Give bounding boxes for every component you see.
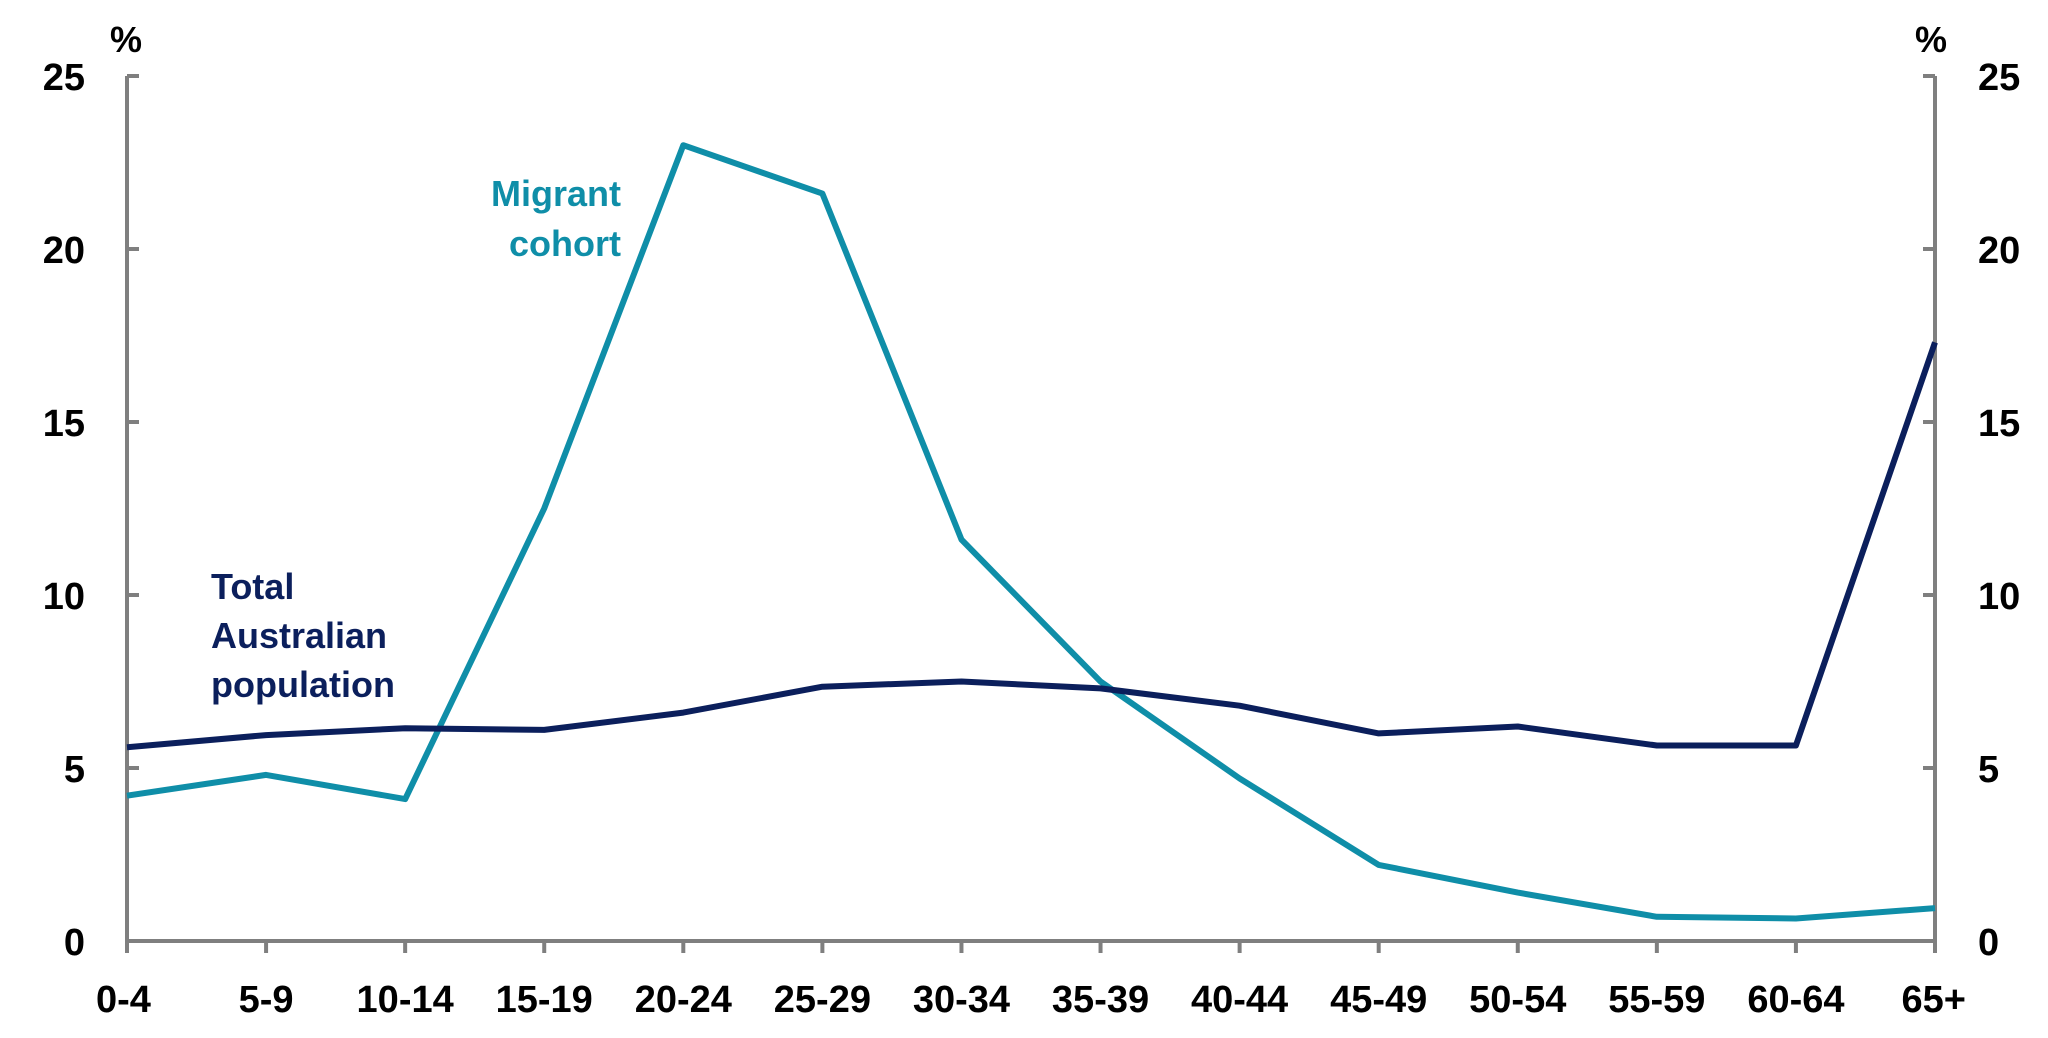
series-label-0: Migrant cohort	[491, 173, 621, 264]
x-tick-label: 10-14	[357, 979, 454, 1021]
x-tick-label: 15-19	[496, 979, 593, 1021]
x-tick-label: 45-49	[1330, 979, 1427, 1021]
left-y-tick-label: 0	[64, 922, 85, 964]
series-label-line: Migrant	[491, 173, 621, 214]
series-1-point	[1935, 342, 1936, 343]
series-0-point	[127, 795, 128, 796]
series-0-point	[1935, 908, 1936, 909]
series-1-point	[1795, 745, 1796, 746]
x-tick-label: 60-64	[1747, 979, 1844, 1021]
series-1-point	[1378, 733, 1379, 734]
series-0-point	[544, 508, 545, 509]
series-label-line: population	[211, 664, 395, 705]
series-1-point	[127, 747, 128, 748]
x-tick-label: 55-59	[1608, 979, 1705, 1021]
x-tick-label: 30-34	[913, 979, 1010, 1021]
x-tick-label: 0-4	[96, 979, 151, 1021]
left-y-unit-label: %	[110, 19, 142, 60]
axes: 0 0 5 5 10 10 15 15 20 20 25 25% % 0-4 5-9 10-14 15-19 20…	[43, 19, 2021, 1021]
series-0-point	[405, 799, 406, 800]
right-y-unit-label: %	[1915, 19, 1947, 60]
x-tick-label: 5-9	[239, 979, 294, 1021]
x-tick-label: 20-24	[635, 979, 732, 1021]
series-0-point	[266, 774, 267, 775]
series-1-point	[961, 681, 962, 682]
right-y-tick-label: 0	[1978, 922, 1999, 964]
x-tick-label: 65+	[1902, 979, 1966, 1021]
series-label-1: Total Australian population	[211, 566, 395, 705]
left-y-tick-label: 20	[43, 230, 85, 272]
left-y-tick-label: 10	[43, 576, 85, 618]
x-tick-label: 40-44	[1191, 979, 1288, 1021]
x-tick-label: 25-29	[774, 979, 871, 1021]
series-1-point	[1656, 745, 1657, 746]
series-line-1	[126, 341, 1938, 751]
series-0-point	[1795, 918, 1796, 919]
series-0-point	[683, 145, 684, 146]
x-tick-label: 50-54	[1469, 979, 1566, 1021]
right-y-tick-label: 15	[1978, 403, 2020, 445]
left-y-tick-label: 5	[64, 749, 85, 791]
left-y-tick-label: 15	[43, 403, 85, 445]
series-0-point	[961, 539, 962, 540]
series-line-0	[126, 142, 1936, 922]
series-0-point	[1656, 916, 1657, 917]
series-1-point	[405, 728, 406, 729]
right-y-tick-label: 20	[1978, 230, 2020, 272]
series-0-point	[1378, 864, 1379, 865]
right-y-tick-label: 10	[1978, 576, 2020, 618]
series-1-point	[266, 735, 267, 736]
series-0-point	[1100, 681, 1101, 682]
right-y-tick-label: 25	[1978, 57, 2020, 99]
series-label-line: Australian	[211, 615, 387, 656]
series-1-point	[683, 712, 684, 713]
series-1-point	[544, 729, 545, 730]
series-0-point	[1239, 778, 1240, 779]
series-0-point	[1517, 892, 1518, 893]
series-1-point	[1100, 688, 1101, 689]
series-1-point	[822, 686, 823, 687]
series-label-line: cohort	[509, 223, 621, 264]
series-label-line: Total	[211, 566, 294, 607]
left-y-tick-label: 25	[43, 57, 85, 99]
series-1-point	[1239, 705, 1240, 706]
series-labels: Migrant cohort Total Australian population	[211, 173, 621, 705]
series-lines	[126, 142, 1938, 922]
x-tick-label: 35-39	[1052, 979, 1149, 1021]
series-0-point	[822, 193, 823, 194]
right-y-tick-label: 5	[1978, 749, 1999, 791]
series-1-point	[1517, 726, 1518, 727]
